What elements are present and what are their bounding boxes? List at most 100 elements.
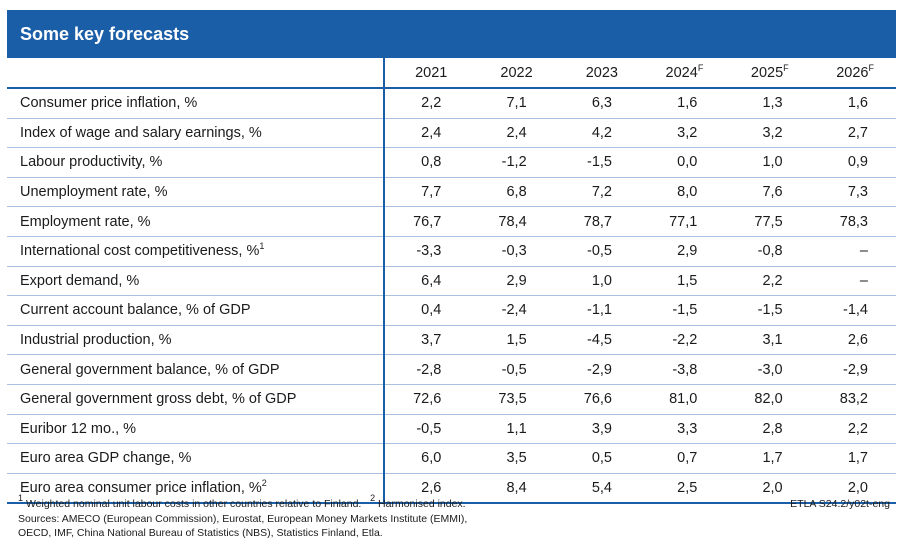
forecast-marker: F	[783, 62, 789, 73]
row-label-cell: Euro area GDP change, %	[7, 443, 385, 474]
value-cell: 77,1	[639, 206, 726, 237]
value-cell: 7,3	[810, 177, 896, 208]
value-cell: 1,5	[639, 266, 726, 297]
row-label-cell: General government balance, % of GDP	[7, 354, 385, 385]
footnote-line-1: 1 Weighted nominal unit labour costs in …	[18, 494, 890, 512]
sources-line-2: OECD, IMF, China National Bureau of Stat…	[18, 527, 383, 539]
year-label: 2021	[415, 64, 448, 81]
header-row: 2021 2022 2023 2024F 2025F 2026F	[7, 58, 896, 89]
table-row: International cost competitiveness, %1 -3…	[7, 236, 896, 267]
year-header: 2024F	[639, 58, 726, 89]
value-cell: 81,0	[639, 384, 726, 415]
row-label-cell: Labour productivity, %	[7, 147, 385, 178]
row-label: Index of wage and salary earnings, %	[20, 124, 262, 141]
table-row: Unemployment rate, % 7,7 6,8 7,2 8,0 7,6 7,3	[7, 177, 896, 208]
value-cell: 78,7	[554, 206, 640, 237]
year-header: 2023	[554, 58, 640, 89]
value-cell: 2,9	[639, 236, 726, 267]
value-cell: 3,2	[725, 118, 811, 149]
row-label: International cost competitiveness, %	[20, 243, 260, 260]
value-cell: 5,4	[554, 473, 640, 505]
value-cell: 0,5	[554, 443, 640, 474]
value-cell: -1,1	[554, 295, 640, 326]
year-header: 2026F	[810, 58, 896, 89]
table-row: Current account balance, % of GDP 0,4 -2,4…	[7, 295, 896, 326]
value-cell: -0,3	[469, 236, 555, 267]
table-row: Euro area GDP change, % 6,0 3,5 0,5 0,7 1,7 1,…	[7, 443, 896, 474]
row-label-cell: Current account balance, % of GDP	[7, 295, 385, 326]
value-cell: 1,5	[469, 325, 555, 356]
table-row: Index of wage and salary earnings, % 2,4 2…	[7, 118, 896, 149]
value-cell: 0,7	[639, 443, 726, 474]
value-cell: 72,6	[384, 384, 470, 415]
value-cell: 82,0	[725, 384, 811, 415]
value-cell: 6,3	[554, 88, 640, 119]
row-label: Export demand, %	[20, 272, 140, 289]
row-label-cell: Consumer price inflation, %	[7, 88, 385, 119]
value-cell: 73,5	[469, 384, 555, 415]
row-label: Euro area GDP change, %	[20, 450, 192, 467]
table-row: General government gross debt, % of GDP 7…	[7, 384, 896, 415]
forecast-marker: F	[697, 62, 704, 73]
forecast-table-panel: Some key forecasts 2021 2022 2023 2024F 2025…	[7, 10, 896, 505]
value-cell: 6,0	[384, 443, 470, 474]
row-label: Euro area consumer price inflation, %	[20, 480, 262, 497]
table-body: Consumer price inflation, % 2,2 7,1 6,3 1,6 1…	[7, 88, 896, 505]
value-cell: 83,2	[810, 384, 896, 415]
value-cell: 7,6	[725, 177, 811, 208]
footnotes: 1 Weighted nominal unit labour costs in …	[18, 494, 890, 541]
value-cell: 78,4	[469, 206, 555, 237]
value-cell: 8,0	[639, 177, 726, 208]
value-cell: 3,1	[725, 325, 811, 356]
value-cell: 3,5	[469, 443, 555, 474]
row-label: Current account balance, % of GDP	[20, 302, 251, 319]
row-label-cell: Euribor 12 mo., %	[7, 414, 385, 445]
value-cell: 6,4	[384, 266, 470, 297]
table-row: Euro area consumer price inflation, %2 2,…	[7, 473, 896, 505]
table-title: Some key forecasts	[7, 10, 896, 58]
value-cell: 76,6	[554, 384, 640, 415]
value-cell: 1,0	[554, 266, 640, 297]
value-cell: –	[810, 266, 896, 297]
value-cell: 2,4	[384, 118, 470, 149]
value-cell: 8,4	[469, 473, 555, 505]
value-cell: 2,2	[384, 88, 470, 119]
value-cell: 2,9	[469, 266, 555, 297]
table-row: Employment rate, % 76,7 78,4 78,7 77,1 77,5 78…	[7, 206, 896, 237]
row-label: Consumer price inflation, %	[20, 95, 198, 112]
value-cell: 1,7	[725, 443, 811, 474]
value-cell: 1,7	[810, 443, 896, 474]
value-cell: -0,5	[469, 354, 555, 385]
footnote-1-marker: 1	[18, 493, 24, 503]
value-cell: 3,2	[639, 118, 726, 149]
value-cell: -1,5	[554, 147, 640, 178]
value-cell: -4,5	[554, 325, 640, 356]
value-cell: 0,0	[639, 147, 726, 178]
value-cell: 76,7	[384, 206, 470, 237]
value-cell: 0,9	[810, 147, 896, 178]
value-cell: -2,4	[469, 295, 555, 326]
row-label: General government gross debt, % of GDP	[20, 391, 297, 408]
year-label: 2022	[500, 64, 533, 81]
value-cell: 3,3	[639, 414, 726, 445]
footnote-2-text: Harmonised index.	[378, 498, 466, 510]
table-row: Export demand, % 6,4 2,9 1,0 1,5 2,2–	[7, 266, 896, 297]
row-label-cell: International cost competitiveness, %1	[7, 236, 385, 267]
value-cell: 0,4	[384, 295, 470, 326]
value-cell: 1,3	[725, 88, 811, 119]
value-cell: -3,3	[384, 236, 470, 267]
footnote-1-text: Weighted nominal unit labour costs in ot…	[25, 498, 362, 510]
value-cell: 6,8	[469, 177, 555, 208]
value-cell: 1,6	[639, 88, 726, 119]
footnote-marker: 2	[261, 478, 267, 489]
value-cell: -0,5	[384, 414, 470, 445]
row-label-cell: Index of wage and salary earnings, %	[7, 118, 385, 149]
row-label-cell: Industrial production, %	[7, 325, 385, 356]
value-cell: 1,1	[469, 414, 555, 445]
row-label: General government balance, % of GDP	[20, 361, 280, 378]
value-cell: 3,9	[554, 414, 640, 445]
forecast-table: 2021 2022 2023 2024F 2025F 2026F Consumer pri…	[7, 58, 896, 505]
value-cell: 2,5	[639, 473, 726, 505]
table-row: General government balance, % of GDP -2,8…	[7, 354, 896, 385]
row-label: Euribor 12 mo., %	[20, 420, 137, 437]
